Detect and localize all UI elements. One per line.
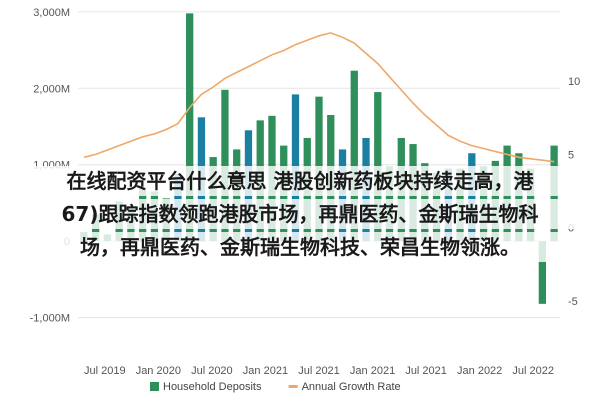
y2-tick-label: -5 bbox=[568, 296, 578, 308]
bar-jun-2022 bbox=[515, 153, 523, 242]
legend-label: Household Deposits bbox=[163, 381, 262, 393]
x-tick-label: Jul 2019 bbox=[84, 365, 126, 377]
bar-feb-2022 bbox=[468, 153, 476, 242]
legend-label: Annual Growth Rate bbox=[302, 381, 401, 393]
y-tick-label: 2,000M bbox=[33, 83, 70, 95]
bar-may-2020 bbox=[221, 89, 229, 242]
x-tick-label: Jul 2022 bbox=[512, 365, 554, 377]
bar-aug-2022 bbox=[538, 241, 547, 304]
x-tick-label: Jan 2022 bbox=[457, 365, 502, 377]
y2-tick-label: 10 bbox=[568, 76, 580, 88]
legend-swatch-bar bbox=[150, 382, 159, 391]
overlay-text-line-2: 67)跟踪指数领跑港股市场，再鼎医药、金斯瑞生物科 bbox=[0, 199, 600, 229]
x-tick-label: Jan 2021 bbox=[243, 365, 288, 377]
x-tick-label: Jul 2021 bbox=[298, 365, 340, 377]
line-series bbox=[83, 32, 555, 163]
bar-feb-2020 bbox=[186, 13, 194, 242]
x-axis: Jul 2019 Jan 2020 Jul 2020 Jan 2021 Jul 2021… bbox=[84, 365, 554, 377]
legend-swatch-line bbox=[288, 385, 298, 388]
legend: Household Deposits Annual Growth Rate bbox=[150, 381, 401, 393]
x-tick-label: Jul 2021 bbox=[405, 365, 447, 377]
x-tick-label: Jan 2021 bbox=[350, 365, 395, 377]
y-tick-label: 3,000M bbox=[33, 7, 70, 19]
bar-apr-2021 bbox=[350, 70, 358, 242]
x-tick-label: Jan 2020 bbox=[136, 365, 181, 377]
overlay-text-line-3: 场，再鼎医药、金斯瑞生物科技、荣昌生物领涨。 bbox=[0, 232, 600, 262]
x-tick-label: Jul 2020 bbox=[191, 365, 233, 377]
overlay-text-line-1: 在线配资平台什么意思 港股创新药板块持续走高，港 bbox=[0, 166, 600, 196]
y2-tick-label: 5 bbox=[568, 149, 574, 161]
growth-rate-line bbox=[83, 32, 555, 163]
y-tick-label: -1,000M bbox=[30, 313, 70, 325]
